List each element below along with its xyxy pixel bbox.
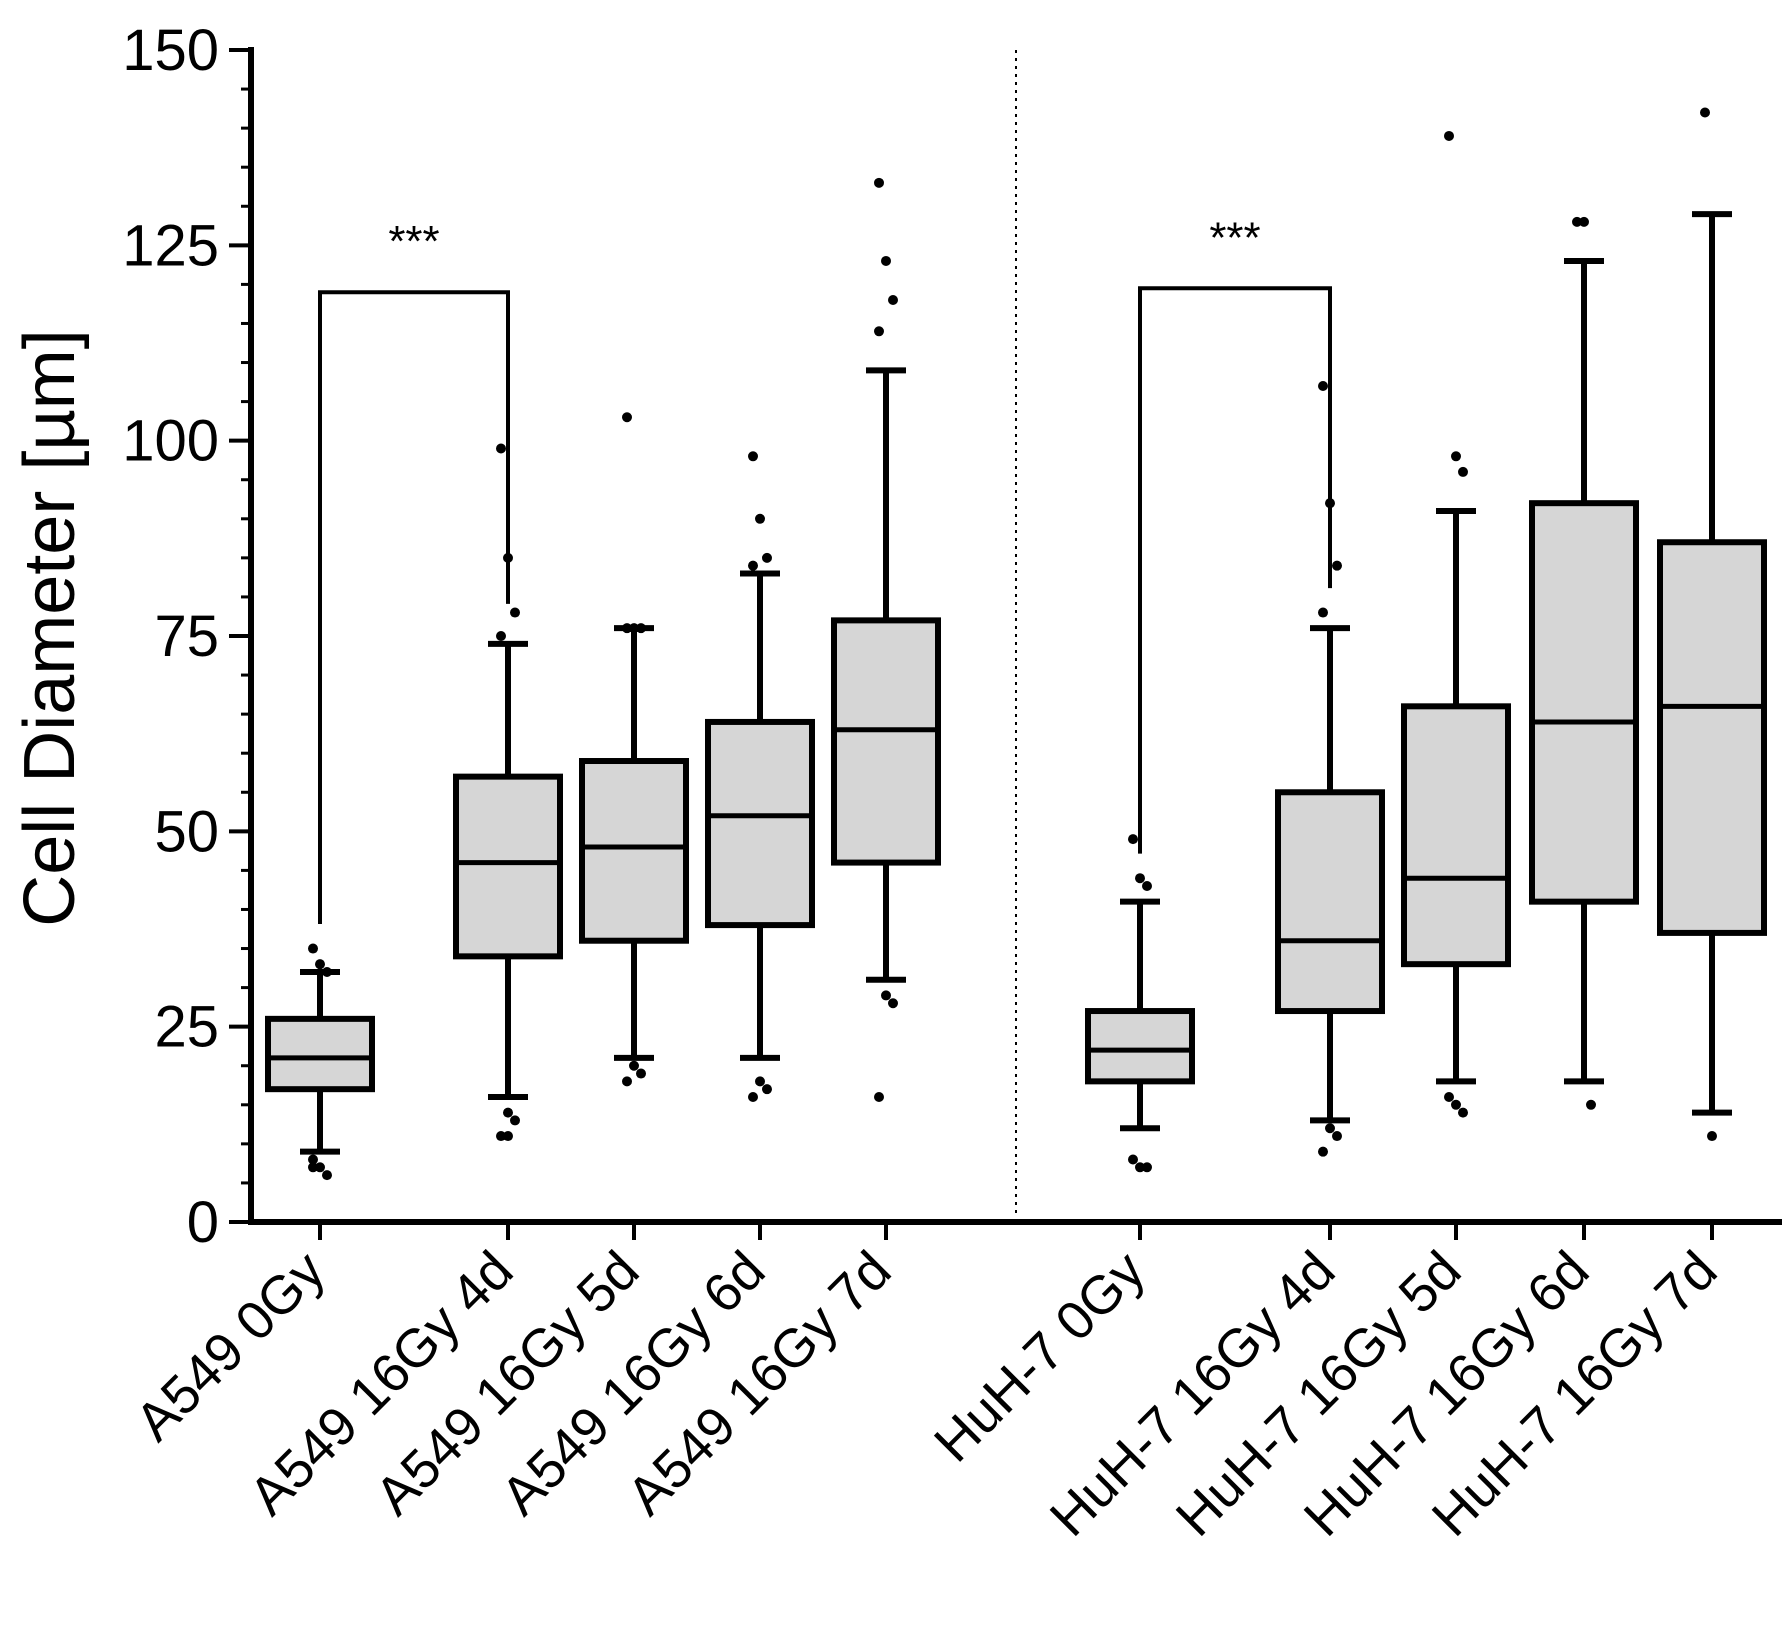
significance-bracket [318, 290, 510, 924]
outlier-point [748, 1091, 758, 1102]
outlier-point [622, 412, 632, 423]
y-tick-label: 50 [154, 799, 219, 864]
outlier-point [510, 1115, 520, 1126]
outlier-point [888, 295, 898, 306]
outlier-point [755, 1076, 765, 1087]
y-axis-title: Cell Diameter [µm] [10, 329, 90, 927]
outlier-point [308, 943, 318, 954]
outlier-point [1318, 1146, 1328, 1157]
outlier-point [1318, 380, 1328, 391]
outlier-point [874, 326, 884, 337]
significance-label: *** [388, 217, 439, 266]
box [579, 758, 689, 944]
significance-label: *** [1209, 213, 1260, 262]
outlier-point [1142, 1162, 1152, 1173]
box [1401, 703, 1511, 968]
outlier-point [1444, 1091, 1454, 1102]
outlier-point [1135, 1162, 1145, 1173]
outlier-point [1325, 1123, 1335, 1134]
outlier-point [1444, 130, 1454, 141]
y-tick-label: 25 [154, 995, 219, 1060]
box [1529, 500, 1639, 905]
outlier-point [622, 1076, 632, 1087]
outlier-point [748, 560, 758, 571]
outlier-point [881, 255, 891, 266]
outlier-point [1142, 881, 1152, 892]
outlier-point [322, 966, 332, 977]
outlier-point [315, 959, 325, 970]
y-tick-label: 0 [187, 1190, 219, 1255]
outlier-point [888, 998, 898, 1009]
outlier-point [622, 623, 632, 634]
box [265, 1015, 375, 1093]
outlier-point [1700, 107, 1710, 118]
y-tick-label: 75 [154, 604, 219, 669]
outlier-point [1707, 1131, 1717, 1142]
outlier-point [748, 451, 758, 462]
outlier-point [503, 1131, 513, 1142]
outlier-point [308, 1162, 318, 1173]
outlier-point [874, 1091, 884, 1102]
outlier-point [308, 1154, 318, 1165]
outlier-point [1586, 1099, 1596, 1110]
outlier-point [629, 623, 639, 634]
outlier-point [1318, 607, 1328, 618]
box [1657, 539, 1767, 936]
outlier-point [881, 990, 891, 1001]
outlier-point [496, 1131, 506, 1142]
outlier-point [755, 513, 765, 524]
y-tick-label: 100 [122, 409, 219, 474]
box [831, 617, 941, 866]
outlier-point [322, 1170, 332, 1181]
outlier-point [503, 1107, 513, 1118]
y-tick-label: 125 [122, 213, 219, 278]
outlier-point [874, 177, 884, 188]
outlier-point [1458, 466, 1468, 477]
outlier-point [315, 1162, 325, 1173]
outlier-point [1572, 216, 1582, 227]
box [705, 718, 815, 929]
outlier-point [1135, 873, 1145, 884]
outlier-point [1128, 834, 1138, 845]
box [453, 773, 563, 960]
outlier-point [496, 631, 506, 641]
outlier-point [1332, 560, 1342, 571]
outlier-point [1451, 1099, 1461, 1110]
outlier-point [510, 607, 520, 618]
box [1085, 1008, 1195, 1085]
outlier-point [636, 623, 646, 634]
outlier-point [1451, 451, 1461, 462]
outlier-point [1458, 1107, 1468, 1118]
box [1275, 789, 1385, 1015]
outlier-point [496, 443, 506, 454]
outlier-point [1332, 1131, 1342, 1142]
outlier-point [1128, 1154, 1138, 1165]
outlier-point [1579, 216, 1589, 227]
outlier-point [762, 552, 772, 563]
significance-bracket [1138, 286, 1332, 854]
outlier-point [636, 1068, 646, 1079]
outlier-point [762, 1084, 772, 1095]
outlier-point [629, 1060, 639, 1071]
y-tick-label: 150 [122, 18, 219, 83]
